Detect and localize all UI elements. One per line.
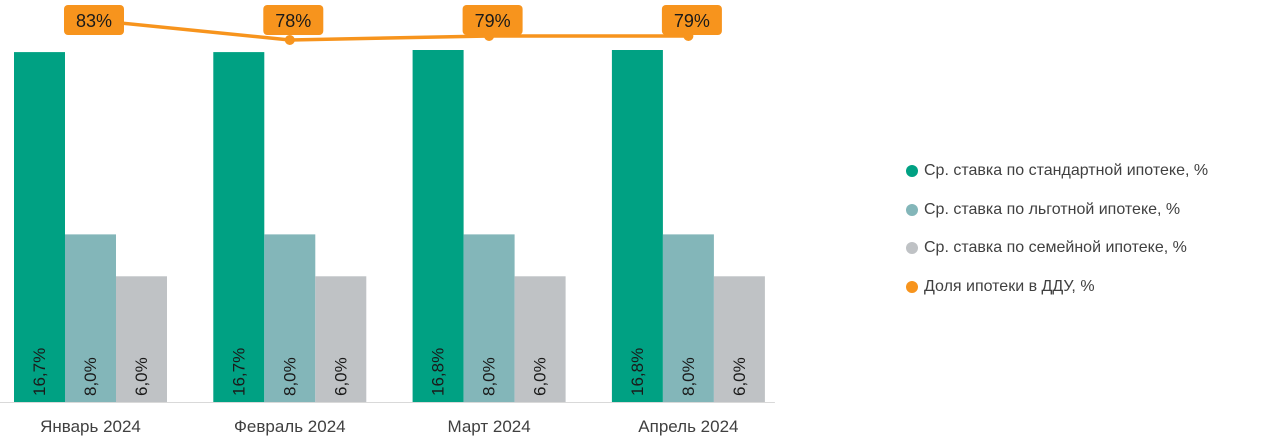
bar-s0-c1 xyxy=(213,52,265,402)
line-series-share xyxy=(90,18,689,42)
bar-s0-c2 xyxy=(412,50,464,402)
bar-label-s2-c1: 6,0% xyxy=(331,357,350,396)
legend-item-preferential: Ср. ставка по льготной ипотеке, % xyxy=(906,191,1208,230)
bar-s1-c1 xyxy=(264,234,316,402)
bar-label-s1-c2: 8,0% xyxy=(480,357,499,396)
bar-s1-c0 xyxy=(65,234,116,402)
bar-s0-c3 xyxy=(611,50,663,402)
bar-label-s2-c3: 6,0% xyxy=(730,357,749,396)
line-label-1: 78% xyxy=(275,11,311,31)
bar-label-s2-c2: 6,0% xyxy=(531,357,550,396)
bar-s2-c3 xyxy=(713,276,765,402)
legend-marker-family xyxy=(906,242,918,255)
bar-label-s0-c3: 16,8% xyxy=(628,348,647,396)
line-label-box-2 xyxy=(462,5,523,35)
legend: Ср. ставка по стандартной ипотеке, % Ср.… xyxy=(906,152,1208,306)
x-tick-label-1: Февраль 2024 xyxy=(234,417,346,436)
bar-label-s1-c3: 8,0% xyxy=(679,357,698,396)
line-label-box-0 xyxy=(64,5,124,35)
bar-label-s1-c0: 8,0% xyxy=(81,357,100,396)
x-tick-label-0: Январь 2024 xyxy=(40,417,141,436)
bar-s1-c3 xyxy=(662,234,714,402)
line-label-2: 79% xyxy=(475,11,511,31)
bar-s2-c2 xyxy=(514,276,566,402)
legend-marker-preferential xyxy=(906,203,918,216)
bar-label-s2-c0: 6,0% xyxy=(132,357,151,396)
line-point-1 xyxy=(284,35,295,45)
bar-s2-c1 xyxy=(315,276,367,402)
legend-label-share: Доля ипотеки в ДДУ, % xyxy=(924,277,1095,295)
bar-s1-c2 xyxy=(463,234,515,402)
line-label-box-3 xyxy=(661,5,722,35)
bar-label-s0-c2: 16,8% xyxy=(429,348,448,396)
line-label-3: 79% xyxy=(674,11,710,31)
legend-label-family: Ср. ставка по семейной ипотеке, % xyxy=(924,239,1187,257)
legend-label-preferential: Ср. ставка по льготной ипотеке, % xyxy=(924,200,1181,218)
legend-marker-standard xyxy=(906,165,918,178)
x-tick-label-3: Апрель 2024 xyxy=(638,417,738,436)
line-label-box-1 xyxy=(263,5,324,35)
line-label-0: 83% xyxy=(76,11,112,31)
legend-item-standard: Ср. ставка по стандартной ипотеке, % xyxy=(906,152,1208,191)
legend-label-standard: Ср. ставка по стандартной ипотеке, % xyxy=(924,162,1209,180)
legend-item-family: Ср. ставка по семейной ипотеке, % xyxy=(906,229,1208,268)
bar-label-s1-c1: 8,0% xyxy=(280,357,299,396)
bar-label-s0-c1: 16,7% xyxy=(229,348,248,396)
bar-s0-c0 xyxy=(14,52,65,402)
bar-label-s0-c0: 16,7% xyxy=(30,348,49,396)
x-tick-label-2: Март 2024 xyxy=(447,417,530,436)
bar-s2-c0 xyxy=(116,276,167,402)
legend-marker-share xyxy=(906,280,918,293)
legend-item-share: Доля ипотеки в ДДУ, % xyxy=(906,268,1208,307)
